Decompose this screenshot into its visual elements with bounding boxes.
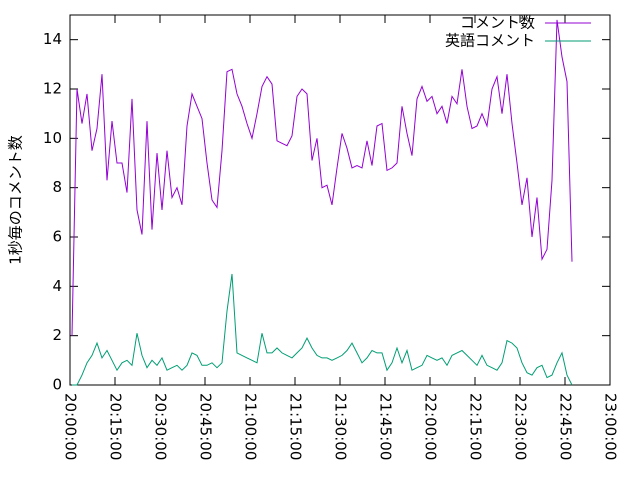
x-tick-label: 20:15:00	[107, 393, 125, 460]
x-tick-label: 23:00:00	[602, 393, 620, 460]
line	[71, 19, 573, 336]
y-axis-label: 1秒毎のコメント数	[7, 135, 25, 265]
line	[72, 273, 573, 386]
x-tick-label: 21:45:00	[377, 393, 395, 460]
x-tick-label: 22:15:00	[467, 393, 485, 460]
x-tick-label: 20:30:00	[152, 393, 170, 460]
y-tick-label: 8	[52, 178, 62, 196]
x-tick-label: 20:45:00	[197, 393, 215, 460]
y-tick-label: 10	[43, 129, 62, 147]
x-tick-label: 22:45:00	[557, 393, 575, 460]
y-tick-label: 4	[52, 277, 62, 295]
y-tick-label: 6	[52, 228, 62, 246]
legend-label: 英語コメント	[445, 32, 535, 50]
plot-border	[69, 14, 611, 386]
y-tick-label: 12	[43, 80, 62, 98]
y-tick-label: 0	[52, 376, 62, 394]
x-tick-label: 21:15:00	[287, 393, 305, 460]
y-tick-label: 2	[52, 326, 62, 344]
x-tick-label: 22:30:00	[512, 393, 530, 460]
x-tick-label: 20:00:00	[62, 393, 80, 460]
x-tick-label: 21:30:00	[332, 393, 350, 460]
legend-label: コメント数	[460, 14, 535, 32]
y-tick-label: 14	[43, 30, 62, 48]
x-tick-label: 21:00:00	[242, 393, 260, 460]
x-tick-label: 22:00:00	[422, 393, 440, 460]
